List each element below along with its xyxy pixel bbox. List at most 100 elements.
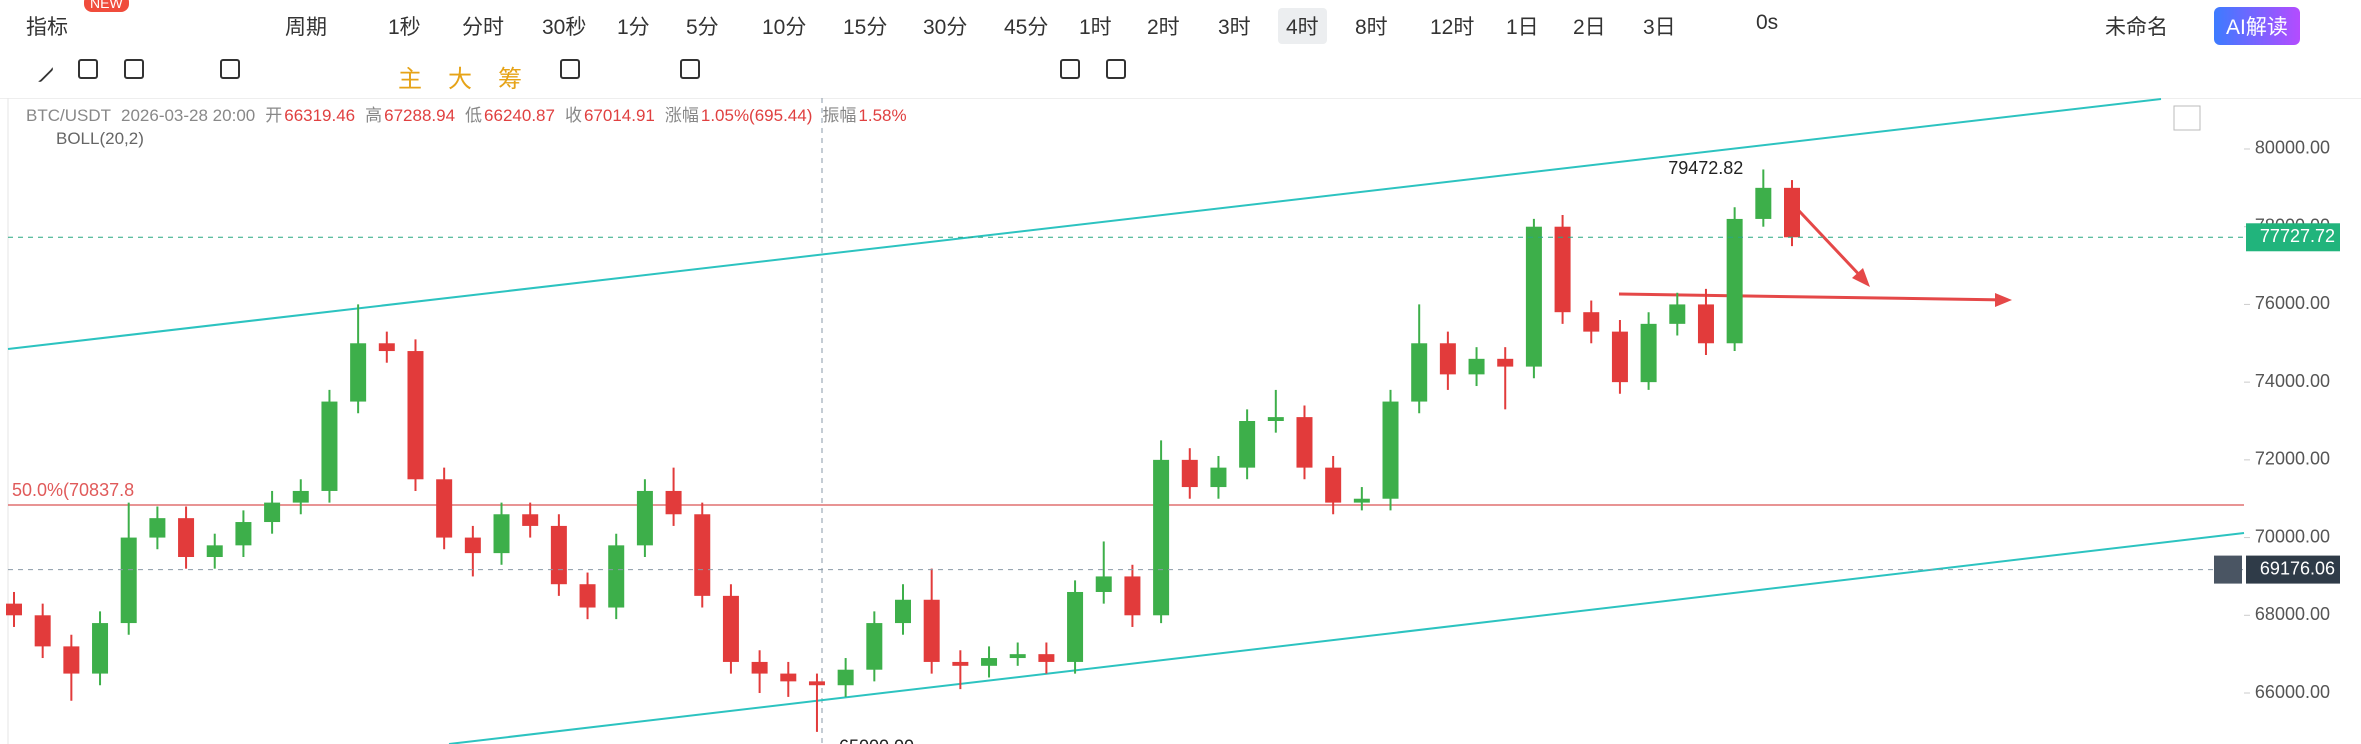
filter-tool[interactable] (1060, 59, 1080, 79)
candle-body (350, 343, 367, 402)
interval-button[interactable]: 5分 (686, 16, 719, 39)
candle-body (665, 490, 682, 515)
hline-tool[interactable] (78, 59, 98, 79)
interval-button[interactable]: 3日 (1643, 16, 1676, 39)
draw-tool[interactable] (560, 59, 580, 79)
interval-button[interactable]: 8时 (1355, 16, 1388, 39)
y-tick-label: 76000.00 (2255, 293, 2330, 313)
panel-toggle[interactable]: 主 (398, 66, 422, 93)
y-tick-label: 72000.00 (2255, 449, 2330, 469)
interval-button[interactable]: 4时 (1278, 8, 1327, 44)
period-button[interactable]: 周期 (285, 16, 327, 39)
candle-body (1038, 654, 1055, 662)
candle-body (292, 490, 309, 503)
candle-body (149, 518, 166, 538)
legend-close-label: 收 (564, 106, 582, 125)
candle-body (1411, 343, 1428, 402)
candle-body (1439, 343, 1456, 375)
indicator-button[interactable]: 指标 (26, 16, 68, 39)
candle-body (407, 351, 424, 480)
candle-body (1525, 226, 1542, 367)
candle-body (1153, 459, 1170, 616)
interval-button[interactable]: 10分 (762, 16, 807, 39)
candle-body (1239, 421, 1256, 468)
legend-open: 66319.46 (284, 106, 356, 125)
candle-body (808, 681, 825, 686)
candle-body (1784, 187, 1800, 238)
candle-body (837, 669, 854, 686)
arrow-right (1618, 292, 2009, 302)
interval-button[interactable]: 3时 (1218, 16, 1251, 39)
arrow-head (1995, 293, 2012, 307)
crosshair-tag (2246, 555, 2340, 584)
y-tick-label: 68000.00 (2255, 604, 2330, 624)
crosshair-plus (2214, 555, 2242, 584)
panel-toggle[interactable]: 筹 (498, 66, 522, 93)
legend-amp: 1.58% (858, 106, 907, 125)
shape-tool[interactable] (680, 59, 700, 79)
candle-body (780, 673, 797, 682)
candle-body (1296, 417, 1313, 468)
channel-lower (448, 532, 2245, 744)
countdown: 0s (1756, 11, 1779, 34)
top-toolbar: 指标 NEW 周期 0s 未命名 AI解读 1秒 分时 30秒 1分 5分 10分 15分 3… (0, 0, 2361, 46)
candle-body (1067, 591, 1084, 662)
legend-high: 67288.94 (384, 106, 456, 125)
candle-body (1726, 218, 1743, 344)
interval-button[interactable]: 12时 (1430, 16, 1475, 39)
legend-amp-label: 振幅 (822, 106, 857, 125)
y-tick-label: 80000.00 (2255, 138, 2330, 158)
interval-button[interactable]: 1分 (617, 16, 650, 39)
interval-button[interactable]: 分时 (462, 16, 504, 39)
candle-body (34, 615, 51, 647)
legend-low: 66240.87 (484, 106, 555, 125)
channel-upper (7, 98, 2162, 350)
fib-label: 50.0%(70837.8 (12, 480, 134, 500)
candle-body (751, 661, 768, 674)
interval-button[interactable]: 30分 (923, 16, 968, 39)
interval-button[interactable]: 1日 (1506, 16, 1539, 39)
parallel-tool[interactable] (124, 59, 144, 79)
candle-body (1353, 498, 1370, 503)
interval-button[interactable]: 30秒 (542, 16, 587, 39)
ai-button[interactable]: AI解读 (2214, 7, 2300, 45)
candle-body (1382, 401, 1399, 499)
layout-name[interactable]: 未命名 (2105, 16, 2168, 39)
candle-body (235, 522, 252, 546)
candle-body (1497, 358, 1514, 367)
interval-button[interactable]: 2日 (1573, 16, 1606, 39)
candle-body (178, 518, 195, 558)
candle-body (522, 514, 539, 526)
candle-body (1181, 459, 1198, 488)
legend-low-label: 低 (465, 106, 483, 125)
legend-close: 67014.91 (583, 106, 655, 125)
candle-body (1468, 358, 1485, 375)
interval-button[interactable]: 15分 (843, 16, 888, 39)
y-tick-label: 70000.00 (2255, 526, 2330, 546)
candle-body (1325, 467, 1342, 503)
candle-body (6, 603, 22, 616)
candle-body (694, 514, 711, 596)
interval-button[interactable]: 1时 (1079, 16, 1112, 39)
candle-body (722, 595, 739, 662)
candle-body (1583, 312, 1600, 332)
interval-button[interactable]: 45分 (1004, 16, 1049, 39)
candle-body (63, 646, 80, 674)
candle-body (1124, 576, 1141, 616)
fullscreen-icon[interactable] (2173, 105, 2201, 131)
line-tool[interactable] (25, 54, 55, 84)
candle-body (1697, 304, 1714, 344)
interval-button[interactable]: 2时 (1147, 16, 1180, 39)
candle-body (923, 599, 940, 662)
delete-tool[interactable] (1106, 59, 1126, 79)
rect-tool[interactable] (220, 59, 240, 79)
panel-toggle[interactable]: 大 (448, 66, 472, 93)
legend-open-label: 开 (265, 106, 283, 125)
candle-body (608, 545, 625, 608)
candle-body (1755, 187, 1772, 219)
candle-body (1554, 226, 1571, 313)
candle-body (321, 401, 338, 491)
arrow-head (1852, 268, 1870, 287)
interval-button[interactable]: 1秒 (388, 16, 421, 39)
